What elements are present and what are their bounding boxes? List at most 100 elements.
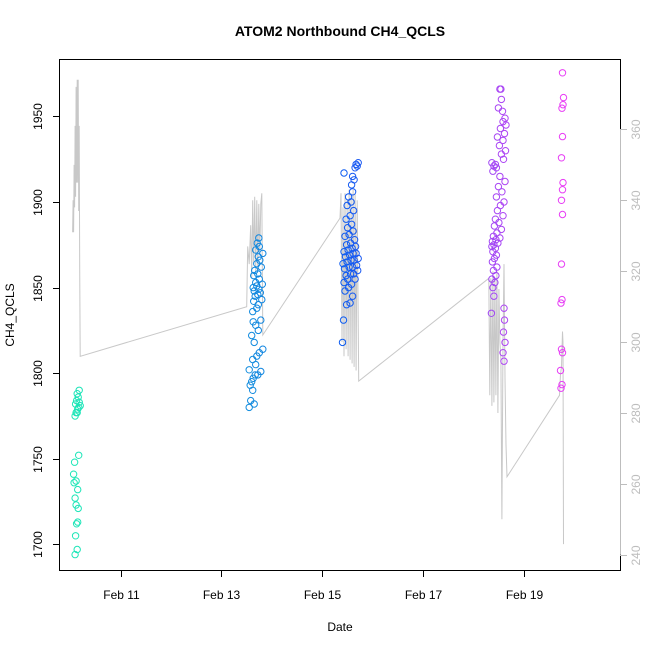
data-point <box>339 260 347 268</box>
data-point <box>558 349 567 357</box>
data-point <box>253 304 261 312</box>
data-point <box>345 263 353 271</box>
data-point <box>350 256 358 264</box>
data-point <box>342 241 351 249</box>
data-point <box>341 253 350 261</box>
data-point <box>352 160 360 169</box>
x-axis-label: Date <box>327 620 353 634</box>
data-point <box>558 132 567 141</box>
data-point <box>499 349 507 357</box>
data-point <box>350 236 359 244</box>
y2-tick-label: 260 <box>629 474 643 494</box>
data-point <box>557 196 566 205</box>
data-point <box>501 147 510 155</box>
data-point <box>71 400 80 408</box>
data-point <box>348 244 356 253</box>
data-point <box>338 338 347 347</box>
data-point <box>73 545 81 554</box>
data-point <box>557 154 566 162</box>
y2-tick-label: 300 <box>629 332 643 352</box>
data-point <box>354 254 362 263</box>
data-point <box>501 114 509 122</box>
x-axis: Feb 11 Feb 13 Feb 15 Feb 17 Feb 19 <box>103 570 544 602</box>
data-point <box>351 275 359 283</box>
y2-tick-label: 360 <box>629 119 643 139</box>
data-point <box>72 520 81 528</box>
data-point <box>250 271 258 280</box>
data-point <box>259 345 267 353</box>
chart-title: ATOM2 Northbound CH4_QCLS <box>235 23 445 39</box>
data-point <box>500 129 509 138</box>
points-layer <box>69 69 568 559</box>
data-point <box>354 266 362 275</box>
data-point <box>490 241 498 249</box>
data-point <box>348 188 357 196</box>
data-point <box>71 494 79 502</box>
data-point <box>74 485 82 494</box>
data-point <box>344 246 352 254</box>
data-point <box>344 193 353 201</box>
data-point <box>491 160 500 169</box>
data-point <box>557 299 565 307</box>
y-tick-label: 1900 <box>31 189 45 216</box>
data-point <box>490 222 499 230</box>
data-point <box>499 136 507 145</box>
data-point <box>253 239 261 247</box>
data-point <box>349 206 358 215</box>
y-tick-label: 1750 <box>31 446 45 473</box>
data-point <box>347 220 356 229</box>
data-point <box>559 101 567 109</box>
y-axis-left: 1700 1750 1800 1850 1900 1950 <box>31 103 60 558</box>
data-point <box>558 104 566 112</box>
data-point <box>348 172 357 181</box>
data-point <box>490 292 498 300</box>
data-point <box>497 95 506 104</box>
data-point <box>501 177 509 186</box>
y-axis-label: CH4_QCLS <box>3 283 17 346</box>
data-point <box>558 295 566 304</box>
data-point <box>342 215 350 223</box>
data-point <box>488 159 496 167</box>
data-point <box>347 280 356 288</box>
data-point <box>497 225 506 234</box>
data-point <box>488 242 496 251</box>
y-tick-label: 1700 <box>31 531 45 558</box>
data-point <box>70 479 78 487</box>
data-point <box>558 380 566 389</box>
data-point <box>250 297 258 305</box>
data-point <box>348 263 357 271</box>
data-point <box>558 69 567 77</box>
data-point <box>556 366 565 375</box>
data-point <box>251 266 259 275</box>
data-point <box>251 371 259 379</box>
data-point <box>257 367 265 376</box>
data-point <box>488 237 497 246</box>
data-point <box>352 249 360 258</box>
data-point <box>249 307 257 316</box>
data-point <box>345 251 354 259</box>
data-point <box>493 133 502 141</box>
data-point <box>348 292 357 300</box>
y-axis-right: 240 260 280 300 320 340 360 <box>620 119 643 566</box>
data-point <box>498 188 506 196</box>
data-point <box>72 477 80 485</box>
data-point <box>497 85 505 93</box>
data-point <box>75 386 83 394</box>
data-point <box>70 458 79 466</box>
y2-tick-label: 340 <box>629 190 643 210</box>
data-point <box>259 249 267 258</box>
data-point <box>558 186 567 194</box>
data-point <box>500 304 508 312</box>
data-point <box>354 159 362 167</box>
plot-frame <box>59 59 621 571</box>
data-point <box>494 104 503 112</box>
data-point <box>74 518 82 526</box>
data-point <box>257 263 265 271</box>
data-point <box>491 215 500 223</box>
data-point <box>340 169 348 177</box>
data-point <box>499 212 507 220</box>
data-point <box>487 309 496 317</box>
data-point <box>494 182 503 191</box>
data-point <box>74 393 82 401</box>
